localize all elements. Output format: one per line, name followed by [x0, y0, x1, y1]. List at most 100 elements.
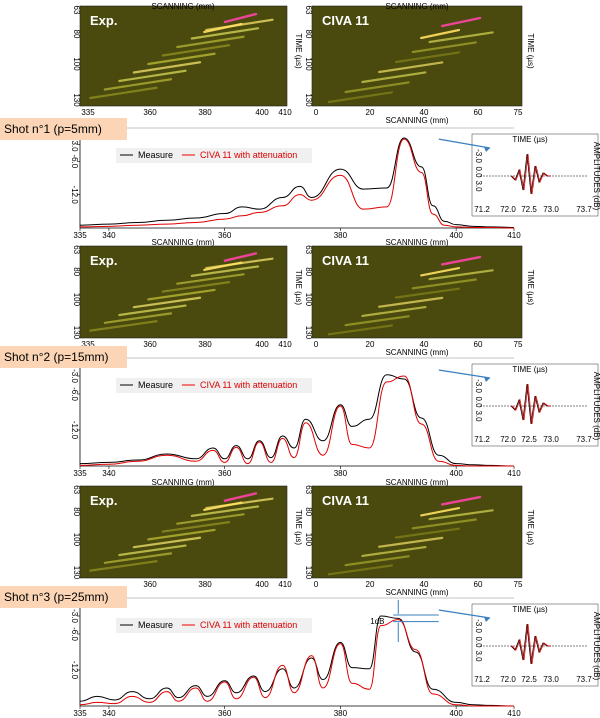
echo-chart-3-ytick-label: -6.0 [70, 627, 79, 641]
inset-xtick-label: 72.5 [521, 675, 537, 684]
echo-chart-1-xtick-label: 360 [218, 231, 232, 240]
civa-bscan-3-stripe [428, 509, 494, 521]
civa-bscan-3-tick-label: 75 [514, 580, 523, 589]
exp-bscan-2-tick-label: 360 [143, 340, 157, 349]
exp-bscan-1-ytick: 130 [72, 93, 81, 107]
civa-bscan-2-ytick: 80 [304, 267, 313, 276]
echo-chart-1-legend: Measure CIVA 11 with attenuation [116, 148, 312, 163]
inset-xtick-label: 73.7 [576, 675, 592, 684]
inset-ytick-label: -3.0 [474, 149, 483, 163]
exp-bscan-2-stripe [176, 273, 245, 285]
civa-bscan-1-ytick: 63 [304, 6, 313, 15]
inset-ascan-2: TIME (µs) 71.2 72.0 72.5 73.0 73.7 -3.0 0.0 3.0 A… [438, 363, 600, 447]
inset-signal [510, 383, 551, 425]
civa-bscan-2-stripe [327, 324, 393, 336]
echo-chart-3-ytick-label: -3.0 [70, 609, 79, 623]
inset-xtick-label: 73.0 [543, 675, 559, 684]
civa-bscan-1-tick-label: 60 [474, 108, 483, 117]
exp-bscan-1-stripe [223, 12, 258, 24]
exp-bscan-3-ytick: 63 [72, 485, 81, 494]
civa-bscan-1-echo-stripes [327, 16, 494, 104]
civa-bscan-2-tick-label: 40 [420, 340, 429, 349]
exp-bscan-2-top-xlabel: SCANNING (mm) [151, 238, 214, 247]
echo-chart-1-xtick-label: 340 [102, 231, 116, 240]
exp-bscan-1-tick-label: 410 [278, 108, 292, 117]
civa-bscan-1-ytick: 130 [304, 93, 313, 107]
inset-xtick-label: 72.5 [521, 435, 537, 444]
civa-bscan-1-stripe [378, 61, 444, 74]
exp-bscan-1-stripe [190, 27, 260, 40]
civa-bscan-1-stripe [344, 81, 410, 94]
civa-bscan-1-stripe [361, 71, 427, 84]
exp-bscan-1-top-xlabel: SCANNING (mm) [151, 2, 214, 11]
exp-bscan-2-ylabel: TIME (µs) [294, 270, 303, 306]
exp-bscan-3-stripe [147, 528, 216, 541]
legend-background [116, 378, 312, 393]
exp-bscan-2-stripe [223, 252, 258, 262]
echo-chart-3-legend: Measure CIVA 11 with attenuation [116, 618, 312, 633]
shot-1-label: Shot n°1 (p=5mm) [0, 118, 127, 140]
civa-bscan-2-stripe [411, 278, 477, 290]
echo-chart-1-ytick-label: -6.0 [70, 154, 79, 168]
exp-bscan-2-stripe [190, 265, 260, 277]
civa-bscan-1-ytick: 100 [304, 57, 313, 71]
exp-bscan-2-stripe [147, 288, 216, 301]
civa-bscan-1-bottom-xlabel: SCANNING (mm) [385, 116, 448, 125]
exp-bscan-1-stripe [103, 78, 173, 91]
civa-bscan-1: CIVA 11 [311, 5, 523, 107]
echo-chart-2-xtick-label: 360 [218, 469, 232, 478]
inset-ytick-label: 3.0 [474, 650, 483, 662]
civa-bscan-2-tick-label: 0 [314, 340, 319, 349]
civa-bscan-3-tick-label: 0 [314, 580, 319, 589]
echo-chart-2-xtick-label: 410 [507, 469, 521, 478]
civa-bscan-3-stripe [378, 536, 444, 548]
inset-ytick-label: -3.0 [474, 619, 483, 633]
exp-bscan-2-ytick: 63 [72, 245, 81, 254]
civa-bscan-1-tick-label: 75 [514, 108, 523, 117]
exp-bscan-3-ylabel: TIME (µs) [294, 510, 303, 546]
exp-bscan-3-top-xlabel: SCANNING (mm) [151, 478, 214, 487]
exp-bscan-1-stripe [147, 52, 216, 66]
civa-bscan-2-bottom-xlabel: SCANNING (mm) [385, 348, 448, 357]
inset-ytick-label: 0.0 [474, 636, 483, 648]
inset-signal [510, 623, 551, 665]
exp-bscan-3-stripe [132, 536, 202, 549]
civa-bscan-3-echo-stripes [327, 495, 494, 576]
civa-bscan-2-stripe [378, 296, 444, 308]
exp-bscan-2-stripe [161, 281, 231, 293]
echo-chart-3-xtick-label: 380 [334, 709, 348, 718]
echo-chart-1: -3.0 -6.0 -12.0 335 340 360 380 400 410 Measure CI… [70, 127, 521, 240]
exp-bscan-3-stripe [161, 521, 231, 533]
legend-background [116, 618, 312, 633]
exp-bscan-3-stripe [190, 505, 260, 518]
civa-bscan-2-stripe [344, 315, 410, 327]
exp-bscan-3-tick-label: 380 [198, 580, 212, 589]
inset-xlabel: TIME (µs) [512, 605, 548, 614]
civa-bscan-1-stripe [394, 51, 461, 64]
civa-bscan-3-background [311, 485, 523, 579]
civa-bscan-3-top-xlabel: SCANNING (mm) [385, 478, 448, 487]
inset-xtick-label: 73.0 [543, 205, 559, 214]
echo-chart-2-xtick-label: 335 [73, 469, 87, 478]
inset-pointer-arrow [438, 609, 491, 619]
echo-chart-3: -3.0 -6.0 -12.0 335 340 360 380 400 410 Measure CI… [70, 597, 521, 718]
exp-bscan-3-ytick: 100 [72, 533, 81, 547]
civa-bscan-1-stripe [428, 31, 494, 44]
civa-bscan-2-ytick: 130 [304, 326, 313, 340]
exp-bscan-3-title: Exp. [90, 493, 117, 508]
echo-chart-1-series-civa [79, 138, 515, 229]
exp-bscan-2-ytick: 100 [72, 293, 81, 307]
civa-bscan-1-stripe [411, 41, 477, 54]
exp-bscan-1-ytick: 80 [72, 30, 81, 39]
civa-bscan-2-top-xlabel: SCANNING (mm) [385, 238, 448, 247]
civa-bscan-3-stripe [361, 545, 427, 558]
one-db-label: 1dB [370, 617, 384, 626]
civa-bscan-2-ytick: 100 [304, 293, 313, 307]
inset-xtick-label: 71.2 [474, 435, 490, 444]
exp-bscan-2-tick-label: 400 [255, 340, 269, 349]
exp-bscan-1-echo-stripes [89, 12, 274, 100]
inset-ylabel: AMPLITUDES (dB) [592, 142, 600, 211]
civa-bscan-2-background [311, 245, 523, 339]
civa-bscan-2-ytick: 63 [304, 245, 313, 254]
inset-xtick-label: 73.7 [576, 205, 592, 214]
